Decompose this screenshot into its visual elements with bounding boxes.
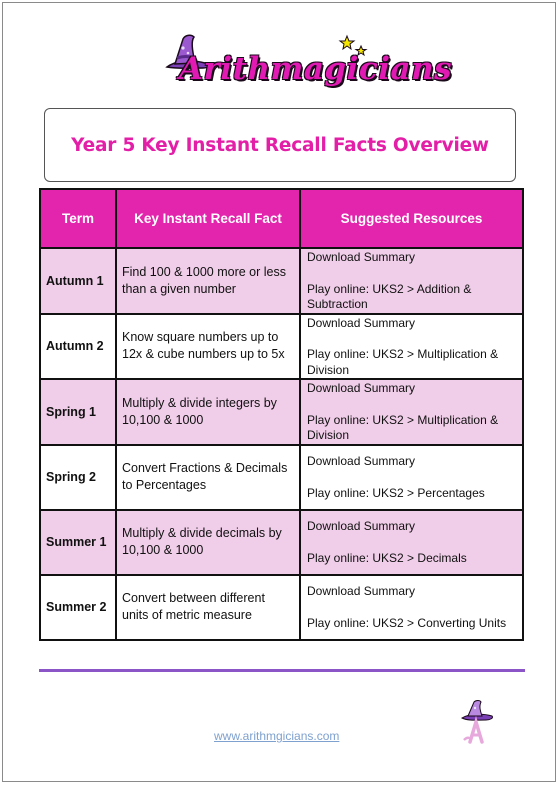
term-cell: Autumn 1: [39, 247, 117, 315]
resources-cell: Download Summary Play online: UKS2 > Con…: [299, 573, 524, 641]
table-row: Summer 1 Multiply & divide decimals by 1…: [39, 508, 524, 576]
table-header-row: Term Key Instant Recall Fact Suggested R…: [39, 188, 524, 249]
play-online-link[interactable]: Play online: UKS2 > Multiplication & Div…: [307, 347, 499, 377]
download-summary-link[interactable]: Download Summary: [307, 250, 416, 264]
resources-cell: Download Summary Play online: UKS2 > Add…: [299, 247, 524, 315]
fact-cell: Know square numbers up to 12x & cube num…: [115, 312, 301, 380]
fact-cell: Find 100 & 1000 more or less than a give…: [115, 247, 301, 315]
term-cell: Autumn 2: [39, 312, 117, 380]
download-summary-link[interactable]: Download Summary: [307, 584, 416, 598]
term-cell: Spring 1: [39, 378, 117, 446]
resources-cell: Download Summary Play online: UKS2 > Mul…: [299, 378, 524, 446]
recall-facts-table: Term Key Instant Recall Fact Suggested R…: [39, 188, 524, 641]
wizard-hat-icon: [165, 34, 368, 69]
download-summary-link[interactable]: Download Summary: [307, 315, 416, 330]
table-row: Autumn 1 Find 100 & 1000 more or less th…: [39, 247, 524, 315]
document-page: Arithmagicians Year 5 Key Instant Recall…: [2, 2, 556, 782]
fact-cell: Convert between different units of metri…: [115, 573, 301, 641]
table-row: Autumn 2 Know square numbers up to 12x &…: [39, 312, 524, 380]
page-title: Year 5 Key Instant Recall Facts Overview: [71, 134, 489, 156]
table-row: Spring 2 Convert Fractions & Decimals to…: [39, 443, 524, 511]
term-cell: Summer 2: [39, 573, 117, 641]
header-term: Term: [39, 188, 117, 249]
resources-cell: Download Summary Play online: UKS2 > Per…: [299, 443, 524, 511]
term-cell: Spring 2: [39, 443, 117, 511]
term-cell: Summer 1: [39, 508, 117, 576]
resources-cell: Download Summary Play online: UKS2 > Dec…: [299, 508, 524, 576]
wizard-hat-a-icon: [461, 700, 493, 744]
play-online-link[interactable]: Play online: UKS2 > Decimals: [307, 550, 467, 565]
website-link[interactable]: www.arithmgicians.com: [214, 729, 340, 743]
download-summary-link[interactable]: Download Summary: [307, 454, 416, 468]
play-online-link[interactable]: Play online: UKS2 > Multiplication & Div…: [307, 412, 499, 443]
play-online-link[interactable]: Play online: UKS2 > Percentages: [307, 485, 485, 500]
arithmagicians-logo: Arithmagicians: [161, 31, 452, 93]
resources-cell: Download Summary Play online: UKS2 > Mul…: [299, 312, 524, 380]
title-box: Year 5 Key Instant Recall Facts Overview: [44, 108, 516, 182]
header-fact: Key Instant Recall Fact: [115, 188, 301, 249]
fact-cell: Convert Fractions & Decimals to Percenta…: [115, 443, 301, 511]
logo-text: Arithmagicians: [179, 51, 453, 87]
play-online-link[interactable]: Play online: UKS2 > Addition & Subtracti…: [307, 281, 472, 312]
fact-cell: Multiply & divide integers by 10,100 & 1…: [115, 378, 301, 446]
table-row: Spring 1 Multiply & divide integers by 1…: [39, 378, 524, 446]
download-summary-link[interactable]: Download Summary: [307, 381, 416, 395]
table-row: Summer 2 Convert between different units…: [39, 573, 524, 641]
download-summary-link[interactable]: Download Summary: [307, 519, 416, 533]
play-online-link[interactable]: Play online: UKS2 > Converting Units: [307, 615, 507, 630]
footer-divider: [39, 669, 525, 672]
header-resources: Suggested Resources: [299, 188, 524, 249]
fact-cell: Multiply & divide decimals by 10,100 & 1…: [115, 508, 301, 576]
